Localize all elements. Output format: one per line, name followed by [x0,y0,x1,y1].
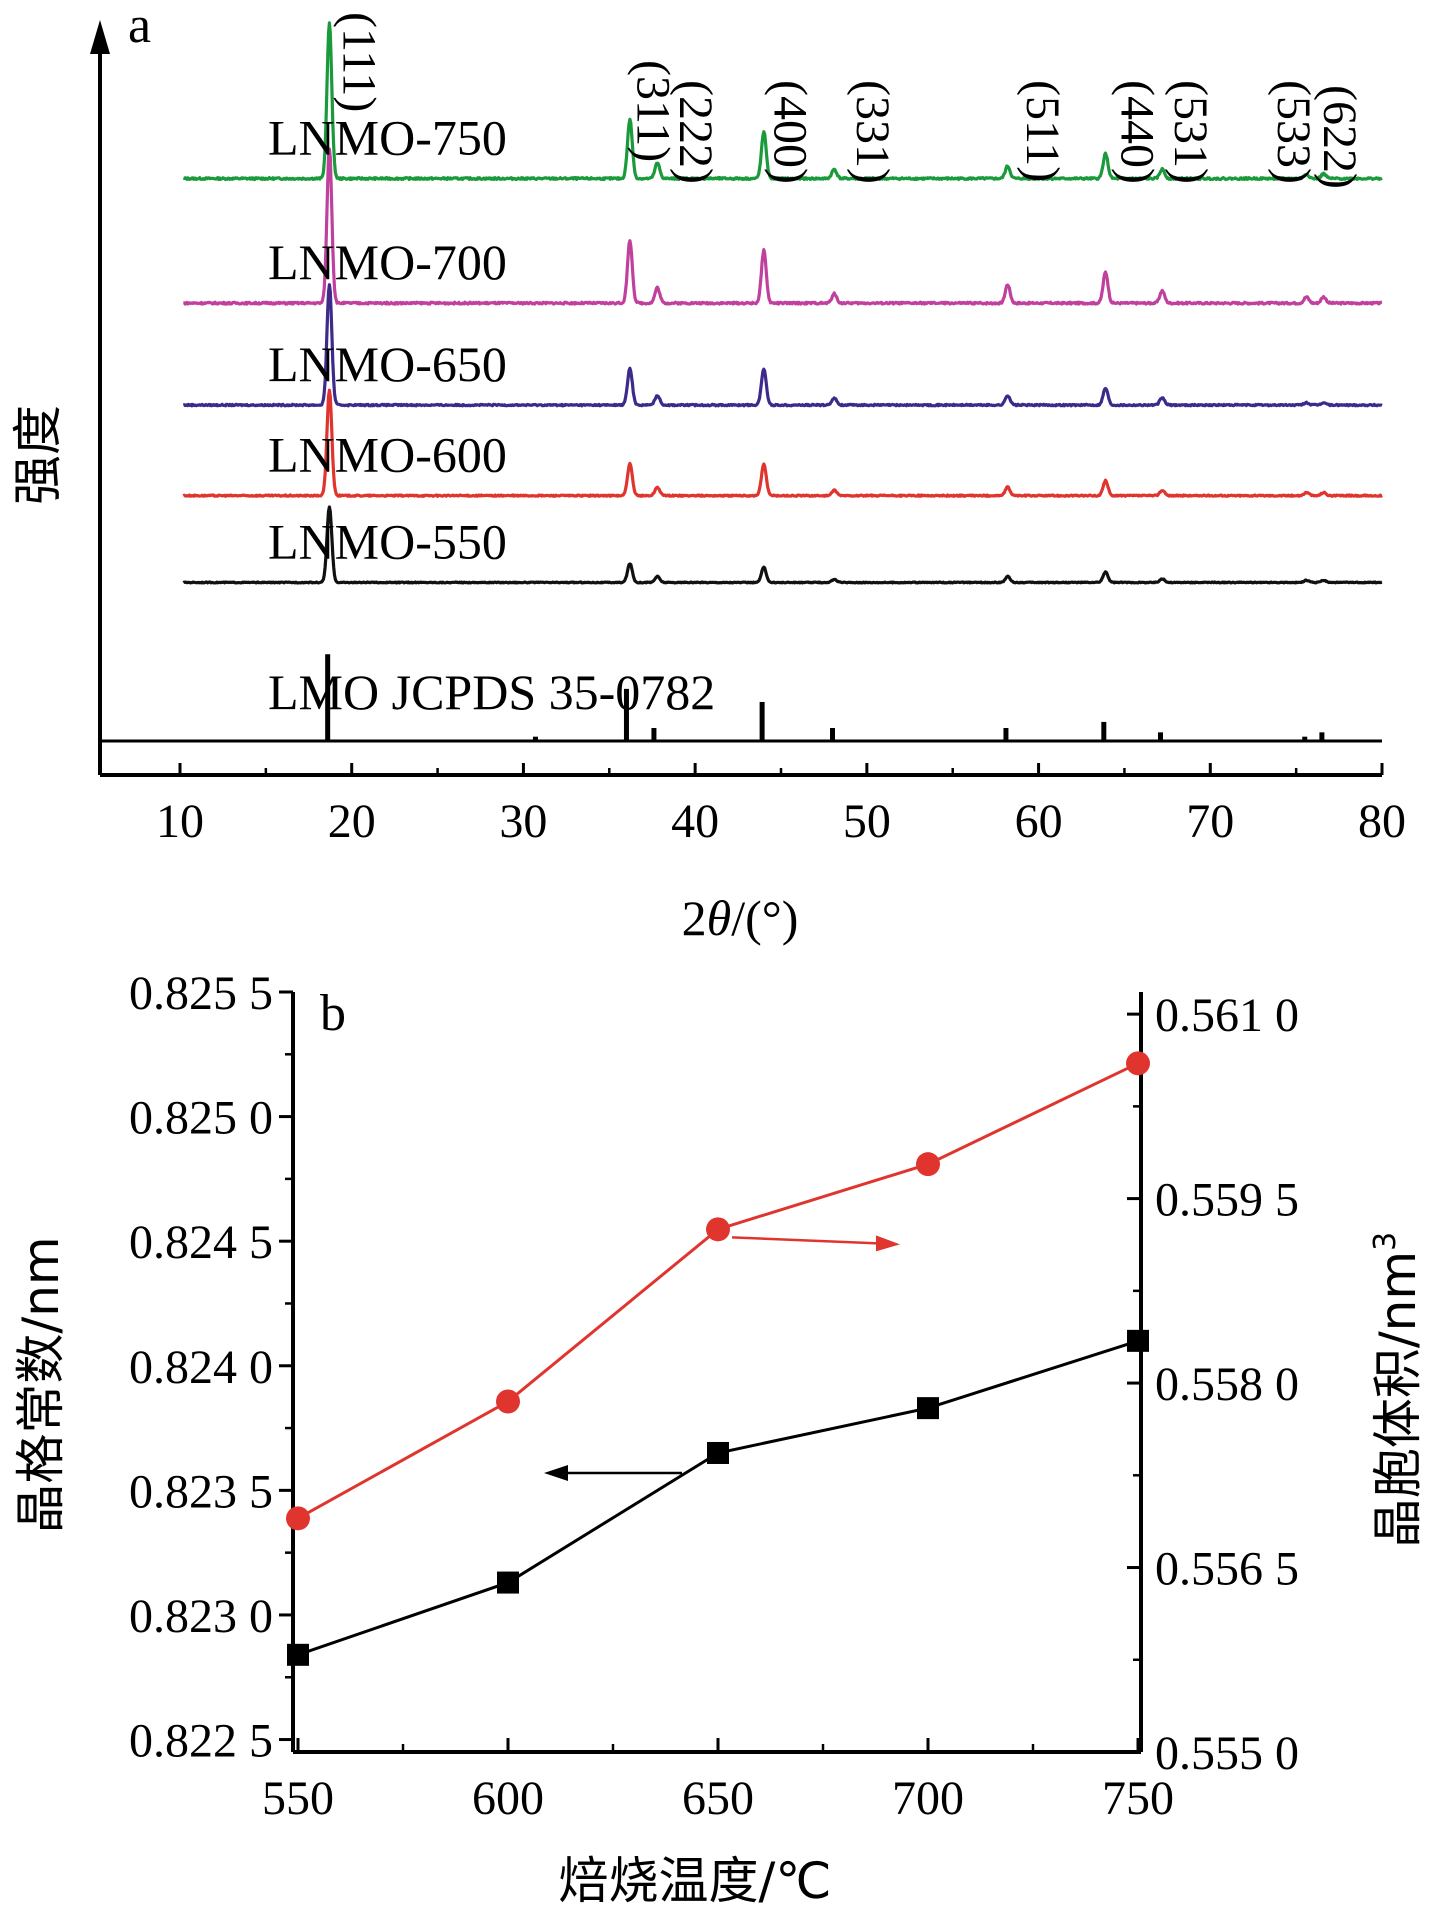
xrd-traces [100,21,1383,743]
xrd-series-label: LNMO-750 [268,110,507,166]
cell-volume-point [496,1389,520,1414]
lattice-y-axis-label: 晶格常数/nm [12,1236,70,1533]
xrd-series-label: LNMO-650 [268,336,507,392]
xrd-peak-labels: (111) (311)(222) (400) (331) (511) (440) (531)… [333,12,1366,189]
hkl-peak-label: (222) [669,80,722,184]
lattice-constant-point [1127,1329,1149,1352]
lattice-right-ticks: 0.555 0 0.556 5 0.558 0 0.559 5 0.561 0 [1127,989,1299,1780]
lattice-left-tick-label: 0.825 0 [129,1092,273,1145]
hkl-peak-label: (400) [764,80,817,184]
lattice-right-tick-label: 0.556 5 [1155,1543,1299,1596]
hkl-peak-label: (531) [1164,80,1217,184]
xrd-x-tick-label: 10 [156,795,204,848]
xrd-x-tick-label: 60 [1015,795,1063,848]
lattice-left-tick-label: 0.822 5 [129,1715,273,1768]
cell-volume-point [286,1506,310,1531]
lattice-x-tick-label: 550 [262,1772,334,1825]
cell-volume-label-main: 晶胞体积/nm [1369,1251,1427,1548]
hkl-peak-label: (533) [1267,80,1320,184]
lattice-x-tick-label: 650 [682,1772,754,1825]
xrd-x-tick-label: 30 [499,795,547,848]
lattice-left-tick-label: 0.824 5 [129,1216,273,1269]
lattice-left-ticks: 0.822 5 0.823 0 0.823 5 0.824 0 0.824 5 0.825… [129,967,293,1768]
xrd-x-axis-label-main: 2 [682,890,707,946]
xrd-x-tick-label: 70 [1186,795,1234,848]
xrd-x-axis-label-tail: /(°) [731,890,798,946]
cell-volume-label-sup: 3 [1368,1232,1403,1251]
axis-indicator-arrows [544,1235,900,1481]
xrd-trace-lnmo-750 [182,21,1383,182]
xrd-series-label: LNMO-600 [268,427,507,483]
hkl-peak-label: (622) [1313,85,1366,189]
xrd-x-tick-label: 40 [671,795,719,848]
lattice-x-tick-label: 600 [472,1772,544,1825]
cell-volume-point [1126,1051,1150,1076]
lattice-right-tick-label: 0.559 5 [1155,1174,1299,1227]
lattice-left-tick-label: 0.824 0 [129,1341,273,1394]
lattice-panel-label: b [320,985,346,1042]
xrd-x-axis-label-theta: θ [707,890,732,946]
xrd-trace-lnmo-550 [182,505,1383,585]
lattice-right-tick-label: 0.561 0 [1155,989,1299,1042]
cell-volume-y-axis-label: 晶胞体积/nm3 [1368,1232,1427,1548]
lattice-x-axis-label: 焙烧温度/℃ [559,1852,832,1910]
lattice-left-tick-label: 0.823 0 [129,1590,273,1643]
xrd-x-tick-label: 20 [328,795,376,848]
lattice-left-tick-label: 0.823 5 [129,1465,273,1518]
lattice-right-tick-label: 0.555 0 [1155,1727,1299,1780]
lattice-left-tick-label: 0.825 5 [129,967,273,1020]
xrd-chart: LNMO-750 LNMO-700 LNMO-650 LNMO-600 LNMO-550… [9,0,1406,946]
lattice-x-tick-label: 750 [1102,1772,1174,1825]
lattice-series [286,1051,1150,1666]
lattice-axes [291,992,1143,1754]
left-axis-arrowhead [544,1464,568,1481]
lattice-x-tick-label: 700 [892,1772,964,1825]
right-axis-arrow [731,1236,879,1245]
lattice-x-ticks: 550 600 650 700 750 [262,1738,1174,1825]
lattice-constant-point [917,1397,939,1420]
lattice-constant-point [707,1441,729,1464]
xrd-series-label: LNMO-700 [268,234,507,290]
hkl-peak-label: (311) [626,60,679,162]
xrd-x-tick-label: 50 [843,795,891,848]
xrd-panel-label: a [128,0,151,54]
xrd-x-ticks: 10 20 30 40 50 60 70 80 [156,763,1406,848]
lattice-right-tick-label: 0.558 0 [1155,1358,1299,1411]
hkl-peak-label: (440) [1111,80,1164,184]
xrd-y-axis-label: 强度 [9,405,67,505]
right-axis-arrowhead [876,1235,900,1252]
xrd-trace-lnmo-650 [182,283,1383,408]
hkl-peak-label: (511) [1016,80,1069,182]
xrd-trace-lnmo-700 [182,147,1383,306]
lattice-constant-line [297,1339,1139,1657]
hkl-peak-label: (331) [846,80,899,184]
xrd-y-axis-arrowhead [90,20,110,54]
lattice-constant-point [287,1643,309,1666]
xrd-series-labels: LNMO-750 LNMO-700 LNMO-650 LNMO-600 LNMO-550… [268,110,715,720]
lattice-constant-point [497,1571,519,1594]
xrd-axes [90,20,1382,777]
lattice-chart: 0.822 5 0.823 0 0.823 5 0.824 0 0.824 5 0.825… [12,967,1427,1910]
cell-volume-point [706,1217,730,1242]
xrd-series-label: LNMO-550 [268,513,507,569]
xrd-x-tick-label: 80 [1358,795,1406,848]
xrd-trace-lnmo-600 [182,388,1383,498]
cell-volume-point [916,1152,940,1177]
xrd-series-label: LMO JCPDS 35-0782 [268,664,715,720]
hkl-peak-label: (111) [333,12,386,112]
xrd-x-axis-label: 2θ/(°) [682,890,799,946]
